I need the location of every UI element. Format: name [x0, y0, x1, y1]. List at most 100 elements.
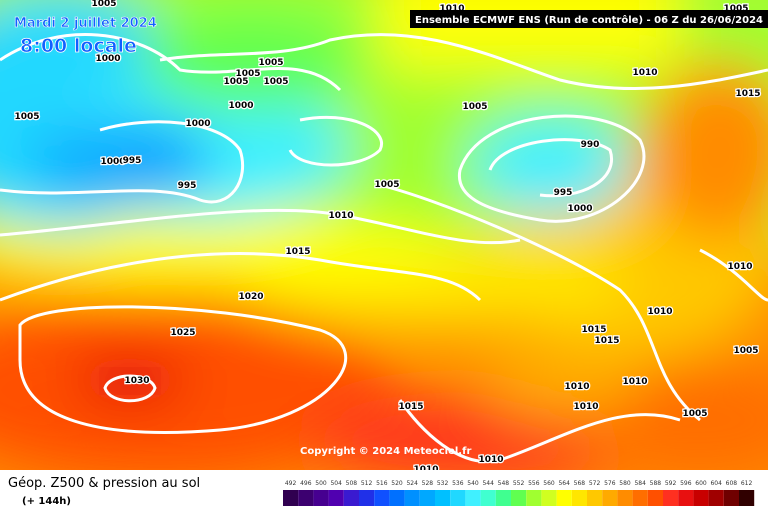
isobar-label: 1005	[258, 58, 283, 68]
scale-swatch	[511, 490, 527, 506]
scale-label: 516	[376, 480, 388, 487]
scale-label: 540	[467, 480, 479, 487]
scale-swatch	[739, 490, 755, 506]
scale-swatch	[465, 490, 481, 506]
isobar-label: 1010	[478, 455, 503, 465]
scale-label: 552	[513, 480, 525, 487]
scale-swatch	[571, 490, 587, 506]
scale-swatch	[450, 490, 466, 506]
scale-swatch	[283, 490, 299, 506]
isobar-label: 1005	[14, 112, 39, 122]
scale-label: 592	[665, 480, 677, 487]
isobar-label: 1010	[632, 68, 657, 78]
scale-swatch	[617, 490, 633, 506]
scale-label: 556	[528, 480, 540, 487]
scale-swatch	[541, 490, 557, 506]
scale-swatch	[313, 490, 329, 506]
isobar-label: 1005	[374, 180, 399, 190]
scale-label: 500	[315, 480, 327, 487]
product-title: Géop. Z500 & pression au sol	[8, 476, 200, 491]
scale-label: 544	[482, 480, 494, 487]
isobar-label: 1005	[462, 102, 487, 112]
scale-label: 492	[285, 480, 297, 487]
scale-swatch	[359, 490, 375, 506]
scale-label: 588	[650, 480, 662, 487]
isobar-label: 1010	[573, 402, 598, 412]
scale-label: 560	[543, 480, 555, 487]
scale-label: 548	[498, 480, 510, 487]
scale-label: 572	[589, 480, 601, 487]
scale-label: 576	[604, 480, 616, 487]
isobar-label: 1000	[95, 54, 120, 64]
isobar-label: 1005	[235, 69, 260, 79]
isobar-label: 1005	[263, 77, 288, 87]
isobar-label: 1005	[733, 346, 758, 356]
isobar-label: 995	[554, 188, 573, 198]
isobar-label: 1010	[564, 382, 589, 392]
isobar-label: 1010	[647, 307, 672, 317]
scale-swatch	[389, 490, 405, 506]
scale-swatch	[435, 490, 451, 506]
isobar-label: 1010	[622, 377, 647, 387]
scale-swatch	[723, 490, 739, 506]
isobar-label: 1005	[682, 409, 707, 419]
scale-label: 600	[695, 480, 707, 487]
isobar-label: 1005	[91, 0, 116, 9]
isobar-label: 1005	[223, 77, 248, 87]
isobar-label: 990	[581, 140, 600, 150]
scale-label: 536	[452, 480, 464, 487]
scale-swatch	[495, 490, 511, 506]
scale-swatch	[374, 490, 390, 506]
isobars	[0, 33, 768, 463]
isobar-label: 1000	[228, 101, 253, 111]
run-info: Ensemble ECMWF ENS (Run de contrôle) - 0…	[415, 14, 763, 26]
scale-label: 580	[619, 480, 631, 487]
isobar-label: 1000	[100, 157, 125, 167]
scale-swatch	[602, 490, 618, 506]
scale-swatch	[343, 490, 359, 506]
scale-label: 524	[406, 480, 418, 487]
scale-swatch	[632, 490, 648, 506]
scale-swatch	[587, 490, 603, 506]
scale-swatch	[678, 490, 694, 506]
scale-swatch	[647, 490, 663, 506]
scale-swatch	[663, 490, 679, 506]
forecast-step: (+ 144h)	[22, 496, 71, 507]
isobar-label: 1015	[581, 325, 606, 335]
scale-swatch	[526, 490, 542, 506]
scale-swatch	[693, 490, 709, 506]
scale-label: 596	[680, 480, 692, 487]
scale-label: 608	[726, 480, 738, 487]
header-box	[410, 10, 768, 28]
isobar-label: 995	[123, 156, 142, 166]
isobar-label: 1020	[238, 292, 263, 302]
color-scale: 492 496 500 504 508 512 516 520 524 528 532 536 540 5…	[283, 480, 755, 506]
scale-label: 584	[634, 480, 646, 487]
scale-label: 564	[558, 480, 570, 487]
scale-label: 508	[346, 480, 358, 487]
isobar-label: 1000	[185, 119, 210, 129]
scale-swatch	[708, 490, 724, 506]
isobar-label: 1025	[170, 328, 195, 338]
isobar-label: 1010	[413, 465, 438, 475]
isobar-label: 1000	[567, 204, 592, 214]
valid-date: Mardi 2 juillet 2024	[14, 16, 157, 31]
scale-label: 528	[422, 480, 434, 487]
scale-swatch	[404, 490, 420, 506]
scale-swatch	[298, 490, 314, 506]
isobar-label: 1030	[124, 376, 149, 386]
isobar-label: 1010	[328, 211, 353, 221]
isobar-label: 1010	[727, 262, 752, 272]
isobar-label: 1015	[398, 402, 423, 412]
scale-label: 532	[437, 480, 449, 487]
scale-swatch	[328, 490, 344, 506]
scale-label: 612	[741, 480, 753, 487]
scale-swatch	[419, 490, 435, 506]
scale-label: 504	[330, 480, 342, 487]
scale-swatch	[556, 490, 572, 506]
scale-swatch	[480, 490, 496, 506]
scale-label: 568	[574, 480, 586, 487]
